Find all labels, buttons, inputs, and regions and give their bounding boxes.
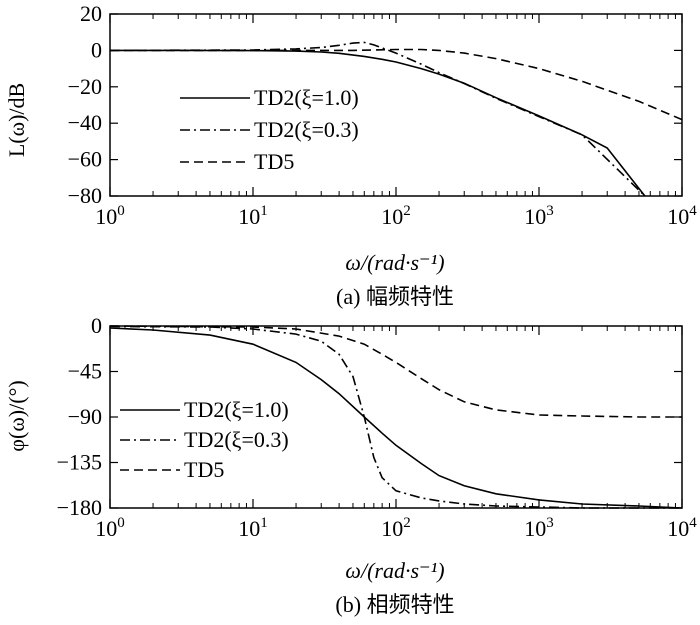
legend-label-1: TD2(ξ=1.0): [184, 397, 289, 422]
x-tick-label: 101: [238, 203, 268, 229]
x-tick-label: 103: [524, 515, 554, 541]
x-tick-label: 101: [238, 515, 268, 541]
y-tick-label: −180: [57, 495, 102, 520]
legend-label-2: TD2(ξ=0.3): [184, 427, 289, 452]
series-line-1: [110, 49, 646, 197]
y-tick-label: −40: [68, 110, 102, 135]
x-tick-label: 104: [667, 515, 697, 541]
phase-panel: φ(ω)/(°) ω/(rad·s⁻¹) (b) 相频特性 100 101 102 1…: [4, 313, 697, 617]
magnitude-panel: L(ω)/dB ω/(rad·s⁻¹) (a) 幅频特性 100 101 102 10…: [4, 1, 697, 309]
y-tick-label: 20: [80, 1, 102, 26]
legend-label-1: TD2(ξ=1.0): [254, 85, 359, 110]
x-tick-label: 100: [95, 515, 125, 541]
magnitude-y-axis-label: L(ω)/dB: [4, 83, 29, 157]
magnitude-x-axis-label: ω/(rad·s⁻¹): [345, 250, 444, 275]
y-tick-label: −20: [68, 74, 102, 99]
series-line-3: [109, 325, 682, 418]
phase-x-axis-label: ω/(rad·s⁻¹): [345, 558, 444, 583]
magnitude-caption: (a) 幅频特性: [336, 284, 454, 309]
y-tick-label: −80: [68, 183, 102, 208]
x-tick-label: 104: [667, 203, 697, 229]
legend-label-3: TD5: [254, 149, 294, 174]
legend-label-2: TD2(ξ=0.3): [254, 117, 359, 142]
y-tick-label: −45: [68, 359, 102, 384]
series-line-2: [109, 41, 646, 197]
y-tick-label: −90: [68, 404, 102, 429]
x-tick-label: 100: [95, 203, 125, 229]
phase-y-axis-label: φ(ω)/(°): [4, 380, 29, 451]
y-tick-label: −135: [57, 450, 102, 475]
x-tick-label: 103: [524, 203, 554, 229]
x-tick-label: 102: [381, 515, 411, 541]
y-tick-label: −60: [68, 147, 102, 172]
y-tick-label: 0: [91, 313, 102, 338]
series-line-3: [110, 48, 683, 121]
series-line-1: [109, 327, 683, 509]
series-line-2: [109, 325, 682, 509]
plot-frame: [109, 13, 683, 197]
legend-label-3: TD5: [184, 457, 224, 482]
phase-caption: (b) 相频特性: [335, 592, 454, 617]
x-tick-label: 102: [381, 203, 411, 229]
y-tick-label: 0: [91, 37, 102, 62]
